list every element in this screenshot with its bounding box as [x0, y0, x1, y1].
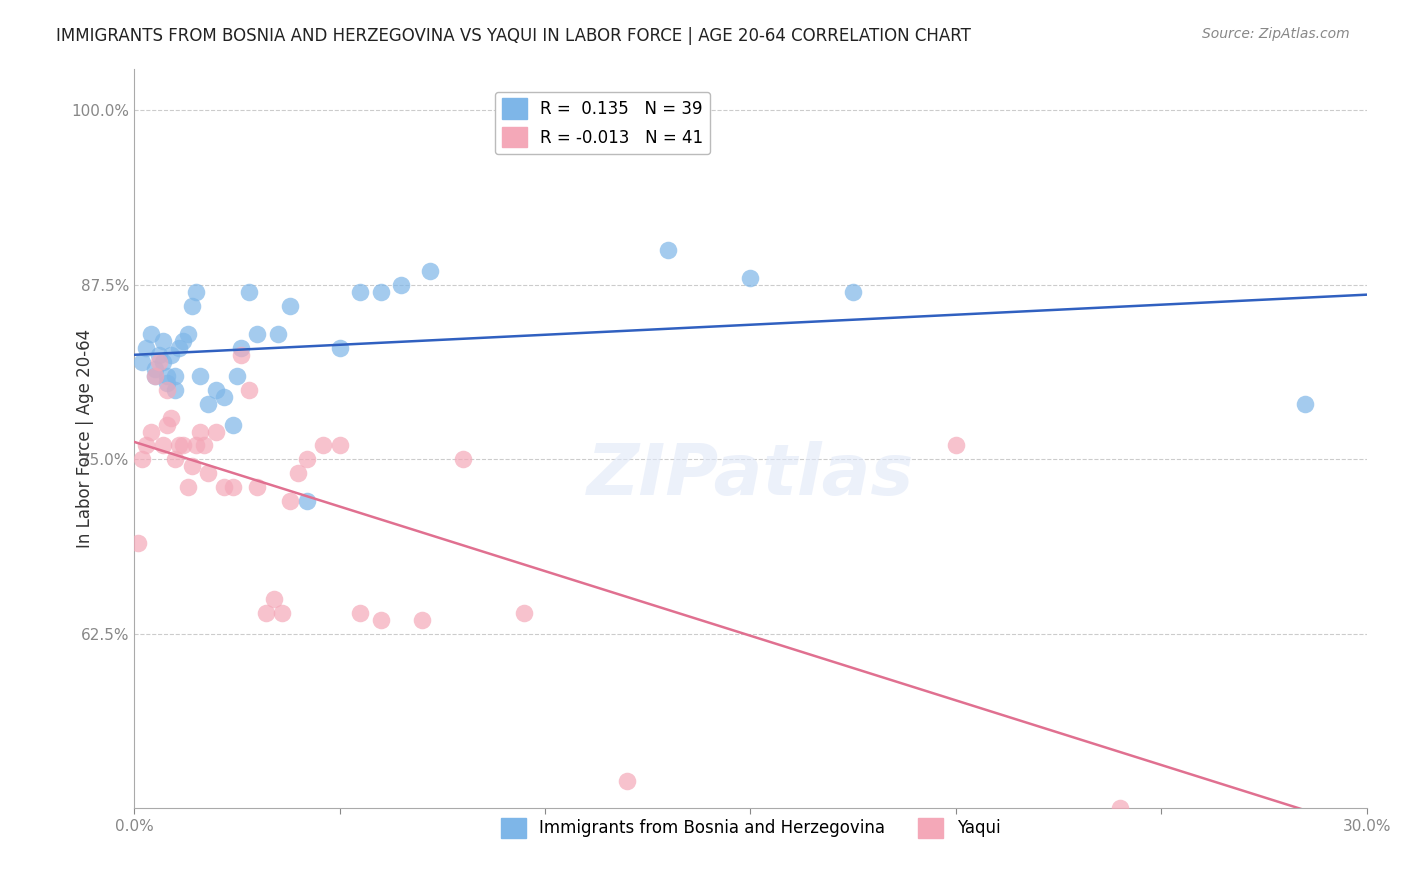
Point [169, 438, 191, 452]
Text: Source: ZipAtlas.com: Source: ZipAtlas.com [1202, 27, 1350, 41]
Point [172, 334, 194, 348]
Point [229, 341, 252, 355]
Point [188, 425, 211, 439]
Point [139, 326, 162, 341]
Point [349, 606, 371, 620]
Point [370, 613, 392, 627]
Point [295, 452, 318, 467]
Point [246, 326, 269, 341]
Point [287, 467, 309, 481]
Point [184, 438, 207, 452]
Point [197, 396, 219, 410]
Point [131, 354, 153, 368]
Point [328, 438, 350, 452]
Point [169, 341, 191, 355]
Point [205, 425, 228, 439]
Point [271, 606, 294, 620]
Point [349, 285, 371, 299]
Point [188, 368, 211, 383]
Point [180, 459, 202, 474]
Text: ZIPatlas: ZIPatlas [586, 441, 914, 510]
Point [156, 417, 179, 432]
Point [205, 383, 228, 397]
Point [229, 348, 252, 362]
Point [152, 438, 174, 452]
Point [513, 606, 536, 620]
Point [246, 480, 269, 494]
Point [165, 452, 187, 467]
Point [180, 299, 202, 313]
Point [312, 438, 335, 452]
Point [295, 494, 318, 508]
Point [143, 368, 166, 383]
Point [135, 341, 157, 355]
Point [214, 480, 236, 494]
Point [156, 383, 179, 397]
Point [156, 368, 179, 383]
Point [139, 425, 162, 439]
Point [156, 376, 179, 390]
Point [267, 326, 290, 341]
Point [328, 341, 350, 355]
Point [222, 417, 245, 432]
Point [152, 354, 174, 368]
Point [176, 480, 198, 494]
Legend: Immigrants from Bosnia and Herzegovina, Yaqui: Immigrants from Bosnia and Herzegovina, … [494, 811, 1007, 845]
Point [214, 390, 236, 404]
Point [197, 467, 219, 481]
Point [160, 348, 183, 362]
Point [176, 326, 198, 341]
Point [148, 348, 170, 362]
Point [842, 285, 865, 299]
Text: IMMIGRANTS FROM BOSNIA AND HERZEGOVINA VS YAQUI IN LABOR FORCE | AGE 20-64 CORRE: IMMIGRANTS FROM BOSNIA AND HERZEGOVINA V… [56, 27, 972, 45]
Point [419, 264, 441, 278]
Point [135, 438, 157, 452]
Point [389, 277, 412, 292]
Point [238, 383, 260, 397]
Point [945, 438, 967, 452]
Point [278, 494, 301, 508]
Point [1294, 396, 1316, 410]
Point [263, 592, 285, 607]
Point [131, 452, 153, 467]
Point [451, 452, 474, 467]
Point [165, 383, 187, 397]
Point [193, 438, 215, 452]
Point [152, 334, 174, 348]
Text: In Labor Force | Age 20-64: In Labor Force | Age 20-64 [76, 329, 94, 548]
Point [370, 285, 392, 299]
Point [172, 438, 194, 452]
Point [740, 271, 762, 285]
Point [254, 606, 277, 620]
Point [184, 285, 207, 299]
Point [148, 354, 170, 368]
Point [278, 299, 301, 313]
Point [616, 773, 638, 788]
Point [222, 480, 245, 494]
Point [238, 285, 260, 299]
Point [160, 410, 183, 425]
Point [165, 368, 187, 383]
Point [225, 368, 247, 383]
Point [127, 536, 149, 550]
Point [411, 613, 433, 627]
Point [1109, 801, 1132, 815]
Point [143, 361, 166, 376]
Point [143, 368, 166, 383]
Point [657, 243, 679, 257]
